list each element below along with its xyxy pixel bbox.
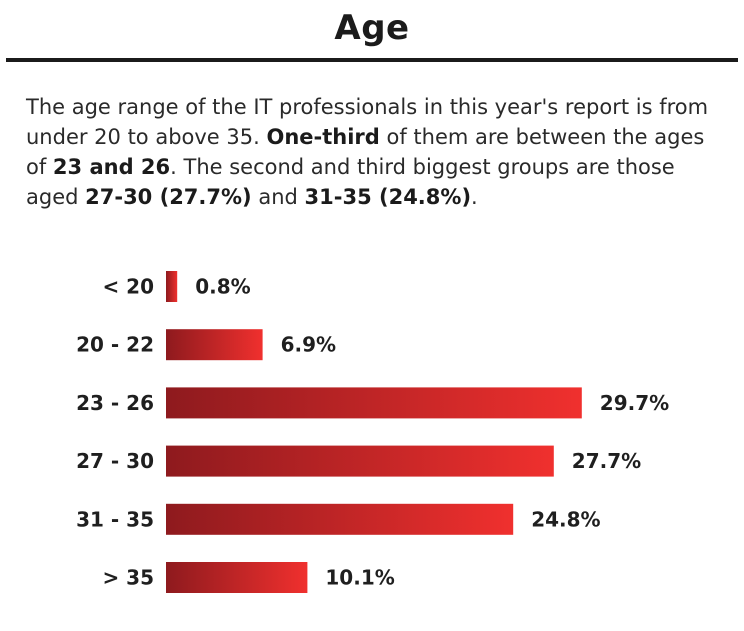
age-bar-chart: < 20 0.8% 20 - 22 6.9% 23 - 26 29.7% 27 - 30 27… bbox=[76, 271, 669, 593]
intro-paragraph: The age range of the IT professionals in… bbox=[26, 92, 726, 212]
intro-text-2: of them are between the ages of bbox=[26, 125, 705, 179]
bar-20 bbox=[166, 271, 178, 302]
value-label-20-22: 6.9% bbox=[281, 333, 336, 357]
intro-bold-1: One-third bbox=[266, 125, 380, 149]
bar-27-30 bbox=[166, 445, 554, 477]
intro-bold-4: 31-35 (24.8%) bbox=[304, 185, 472, 209]
category-label-20: < 20 bbox=[102, 275, 154, 299]
value-label-23-26: 29.7% bbox=[600, 391, 669, 415]
title-divider bbox=[6, 58, 738, 62]
intro-text-4: and bbox=[251, 185, 305, 209]
intro-bold-2: 23 and 26 bbox=[52, 155, 171, 179]
intro-text-3: . The second and third biggest groups ar… bbox=[26, 155, 675, 209]
value-label-20: 0.8% bbox=[195, 275, 250, 299]
intro-bold-3: 27-30 (27.7%) bbox=[85, 185, 252, 209]
bar-23-26 bbox=[166, 387, 582, 419]
intro-text-1: The age range of the IT professionals in… bbox=[26, 95, 709, 149]
intro-text-5: . bbox=[471, 185, 478, 209]
category-label-20-22: 20 - 22 bbox=[76, 333, 154, 357]
category-label-27-30: 27 - 30 bbox=[76, 449, 154, 473]
category-label-35: > 35 bbox=[102, 566, 154, 590]
bar-31-35 bbox=[166, 503, 514, 535]
value-label-31-35: 24.8% bbox=[531, 507, 600, 531]
bar-35 bbox=[166, 562, 308, 593]
bars-group: < 20 0.8% 20 - 22 6.9% 23 - 26 29.7% 27 - 30 27… bbox=[76, 271, 669, 593]
value-label-35: 10.1% bbox=[325, 566, 394, 590]
category-label-31-35: 31 - 35 bbox=[76, 507, 154, 531]
category-label-23-26: 23 - 26 bbox=[76, 391, 154, 415]
value-label-27-30: 27.7% bbox=[572, 449, 641, 473]
bar-20-22 bbox=[166, 329, 263, 361]
page-title: Age bbox=[334, 8, 410, 48]
